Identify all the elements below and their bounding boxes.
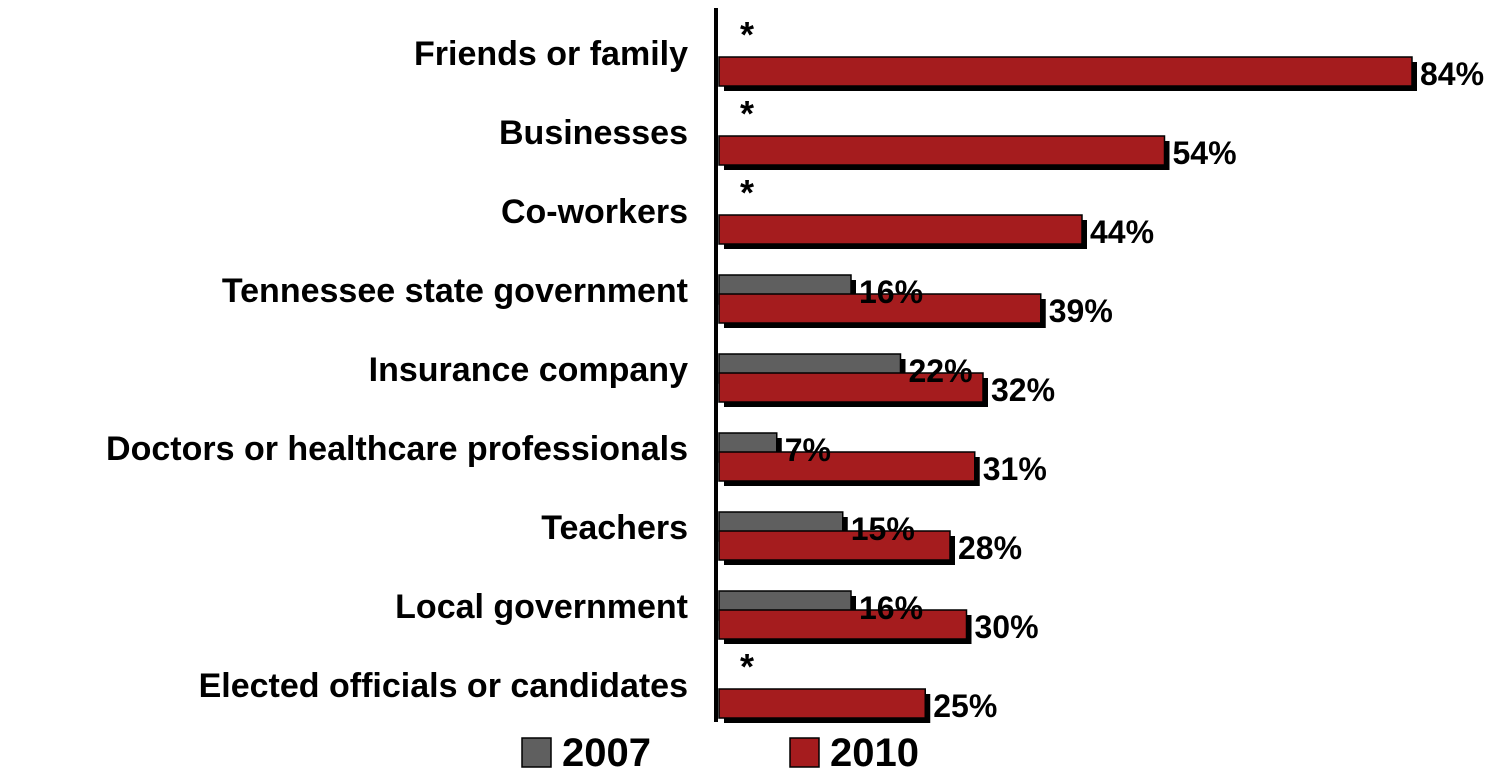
value-label: 7%	[785, 432, 831, 468]
bar-2010	[718, 688, 926, 719]
legend-label-2010: 2010	[830, 731, 919, 772]
category-label: Elected officials or candidates	[199, 667, 688, 705]
category-label: Co-workers	[501, 193, 688, 231]
bar-2010	[718, 451, 976, 482]
value-label: 54%	[1173, 135, 1237, 171]
not-asked-marker: *	[740, 646, 754, 687]
value-label: 28%	[958, 530, 1022, 566]
bar-2010	[718, 214, 1083, 245]
value-label: 16%	[859, 590, 923, 626]
category-label: Businesses	[499, 114, 688, 152]
value-label: 44%	[1090, 214, 1154, 250]
not-asked-marker: *	[740, 93, 754, 134]
bar-2010	[718, 293, 1042, 324]
value-label: 15%	[851, 511, 915, 547]
legend: 2007 2010	[521, 731, 919, 772]
category-label: Tennessee state government	[222, 272, 688, 310]
legend-swatch-2007	[521, 737, 552, 768]
legend-swatch-2010	[789, 737, 820, 768]
bar-2010	[718, 135, 1166, 166]
value-label: 39%	[1049, 293, 1113, 329]
bar-2010	[718, 372, 984, 403]
value-labels: * 84% * 54% * 44% 16% 39% 22% 32% 7% 31% 15% 28% 16% 30…	[740, 14, 1484, 724]
value-label: 22%	[909, 353, 973, 389]
value-label: 25%	[933, 688, 997, 724]
bars	[718, 56, 1417, 723]
not-asked-marker: *	[740, 14, 754, 55]
category-label: Local government	[395, 588, 688, 626]
category-label: Insurance company	[369, 351, 688, 389]
bar-2010	[718, 609, 968, 640]
legend-label-2007: 2007	[562, 731, 651, 772]
category-label: Doctors or healthcare professionals	[106, 430, 688, 468]
value-label: 31%	[983, 451, 1047, 487]
value-label: 30%	[975, 609, 1039, 645]
value-label: 16%	[859, 274, 923, 310]
category-label: Friends or family	[414, 35, 688, 73]
not-asked-marker: *	[740, 172, 754, 213]
category-label: Teachers	[541, 509, 688, 547]
bar-2010	[718, 530, 951, 561]
category-labels: Friends or family Businesses Co-workers Ten…	[106, 35, 688, 705]
value-label: 84%	[1420, 56, 1484, 92]
bar-2010	[718, 56, 1413, 87]
value-label: 32%	[991, 372, 1055, 408]
